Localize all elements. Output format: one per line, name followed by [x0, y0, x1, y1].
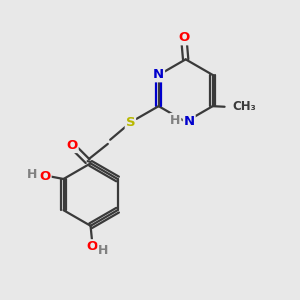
- Text: H: H: [170, 114, 181, 127]
- Text: O: O: [178, 32, 190, 44]
- Text: O: O: [40, 170, 51, 183]
- Text: H: H: [26, 168, 37, 181]
- Text: O: O: [86, 240, 98, 253]
- Text: CH₃: CH₃: [232, 100, 256, 113]
- Text: H: H: [98, 244, 109, 257]
- Text: O: O: [67, 139, 78, 152]
- Text: N: N: [184, 115, 195, 128]
- Text: S: S: [126, 116, 135, 129]
- Text: N: N: [153, 68, 164, 82]
